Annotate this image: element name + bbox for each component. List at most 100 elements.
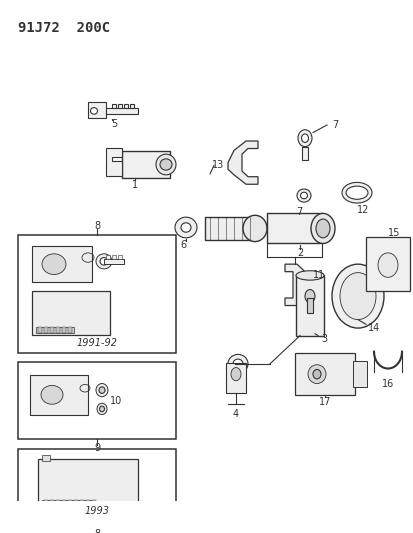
Ellipse shape bbox=[159, 159, 171, 170]
Bar bbox=[38, 327, 42, 333]
Bar bbox=[18, 449, 176, 524]
Bar bbox=[68, 500, 72, 506]
Ellipse shape bbox=[96, 254, 112, 269]
Ellipse shape bbox=[96, 384, 108, 397]
Bar bbox=[80, 500, 84, 506]
Bar bbox=[352, 361, 366, 387]
Bar bbox=[42, 500, 94, 506]
Ellipse shape bbox=[156, 154, 176, 175]
Bar bbox=[112, 104, 116, 108]
Ellipse shape bbox=[301, 134, 308, 142]
Text: 1993: 1993 bbox=[84, 506, 109, 516]
Bar bbox=[104, 259, 124, 264]
Bar bbox=[56, 500, 60, 506]
Bar bbox=[122, 151, 170, 177]
Text: 2: 2 bbox=[296, 248, 302, 258]
Text: 14: 14 bbox=[367, 323, 379, 333]
Bar bbox=[106, 108, 138, 114]
Bar bbox=[112, 255, 116, 259]
Text: 6: 6 bbox=[180, 240, 185, 251]
Ellipse shape bbox=[100, 257, 108, 265]
Ellipse shape bbox=[42, 254, 66, 274]
Bar bbox=[50, 327, 54, 333]
Ellipse shape bbox=[99, 387, 105, 393]
Text: 7: 7 bbox=[331, 120, 337, 130]
Polygon shape bbox=[106, 148, 122, 176]
Ellipse shape bbox=[312, 369, 320, 379]
Text: 5: 5 bbox=[111, 119, 117, 129]
Bar bbox=[62, 500, 66, 506]
Ellipse shape bbox=[296, 189, 310, 202]
Bar bbox=[204, 217, 256, 240]
Text: 1991-92: 1991-92 bbox=[76, 338, 117, 348]
Ellipse shape bbox=[341, 182, 371, 203]
Ellipse shape bbox=[90, 108, 97, 114]
Ellipse shape bbox=[97, 403, 107, 415]
Bar bbox=[32, 246, 92, 282]
Bar bbox=[295, 276, 323, 336]
Polygon shape bbox=[228, 141, 257, 184]
Ellipse shape bbox=[310, 213, 334, 244]
Ellipse shape bbox=[339, 272, 375, 320]
Text: 91J72  200C: 91J72 200C bbox=[18, 21, 110, 35]
Ellipse shape bbox=[180, 223, 190, 232]
Text: 12: 12 bbox=[356, 205, 368, 215]
Bar bbox=[44, 500, 48, 506]
Bar bbox=[62, 327, 66, 333]
Ellipse shape bbox=[315, 219, 329, 238]
Bar bbox=[18, 362, 176, 439]
Bar bbox=[92, 500, 96, 506]
Bar bbox=[32, 292, 110, 335]
Ellipse shape bbox=[233, 359, 242, 368]
Ellipse shape bbox=[297, 130, 311, 147]
Text: 1: 1 bbox=[132, 180, 138, 190]
Text: 4: 4 bbox=[233, 409, 238, 418]
Bar bbox=[74, 500, 78, 506]
Ellipse shape bbox=[230, 368, 240, 381]
Ellipse shape bbox=[41, 385, 63, 404]
Text: 16: 16 bbox=[381, 378, 393, 389]
Bar bbox=[42, 455, 50, 461]
Text: 7: 7 bbox=[295, 206, 301, 216]
Bar bbox=[365, 237, 409, 292]
Bar bbox=[30, 375, 88, 415]
Bar bbox=[44, 327, 48, 333]
Text: 3: 3 bbox=[320, 334, 326, 344]
Bar bbox=[301, 147, 307, 160]
Bar bbox=[88, 102, 106, 117]
Text: 8: 8 bbox=[94, 221, 100, 231]
Bar bbox=[68, 327, 72, 333]
Ellipse shape bbox=[304, 289, 314, 303]
Ellipse shape bbox=[307, 365, 325, 384]
Bar bbox=[56, 327, 60, 333]
Bar bbox=[50, 500, 54, 506]
Bar bbox=[130, 104, 134, 108]
Bar bbox=[118, 255, 122, 259]
Text: 17: 17 bbox=[318, 397, 330, 407]
Text: 15: 15 bbox=[387, 228, 399, 238]
Bar bbox=[86, 500, 90, 506]
Ellipse shape bbox=[300, 192, 307, 199]
Text: 8: 8 bbox=[94, 529, 100, 533]
Text: 13: 13 bbox=[211, 160, 223, 171]
Ellipse shape bbox=[295, 271, 323, 280]
Polygon shape bbox=[284, 264, 304, 305]
Bar bbox=[106, 255, 110, 259]
Bar bbox=[124, 104, 128, 108]
Bar bbox=[306, 298, 312, 313]
Ellipse shape bbox=[228, 354, 247, 373]
Text: 11: 11 bbox=[312, 270, 324, 280]
Bar bbox=[18, 235, 176, 352]
Ellipse shape bbox=[377, 253, 397, 277]
Text: 9: 9 bbox=[94, 443, 100, 454]
Bar bbox=[38, 459, 138, 507]
Ellipse shape bbox=[331, 264, 383, 328]
Ellipse shape bbox=[99, 406, 104, 412]
Ellipse shape bbox=[345, 186, 367, 199]
Ellipse shape bbox=[242, 215, 266, 241]
Bar bbox=[225, 363, 245, 393]
Bar bbox=[118, 104, 122, 108]
Bar bbox=[294, 353, 354, 395]
Ellipse shape bbox=[175, 217, 197, 238]
Bar bbox=[266, 213, 321, 244]
